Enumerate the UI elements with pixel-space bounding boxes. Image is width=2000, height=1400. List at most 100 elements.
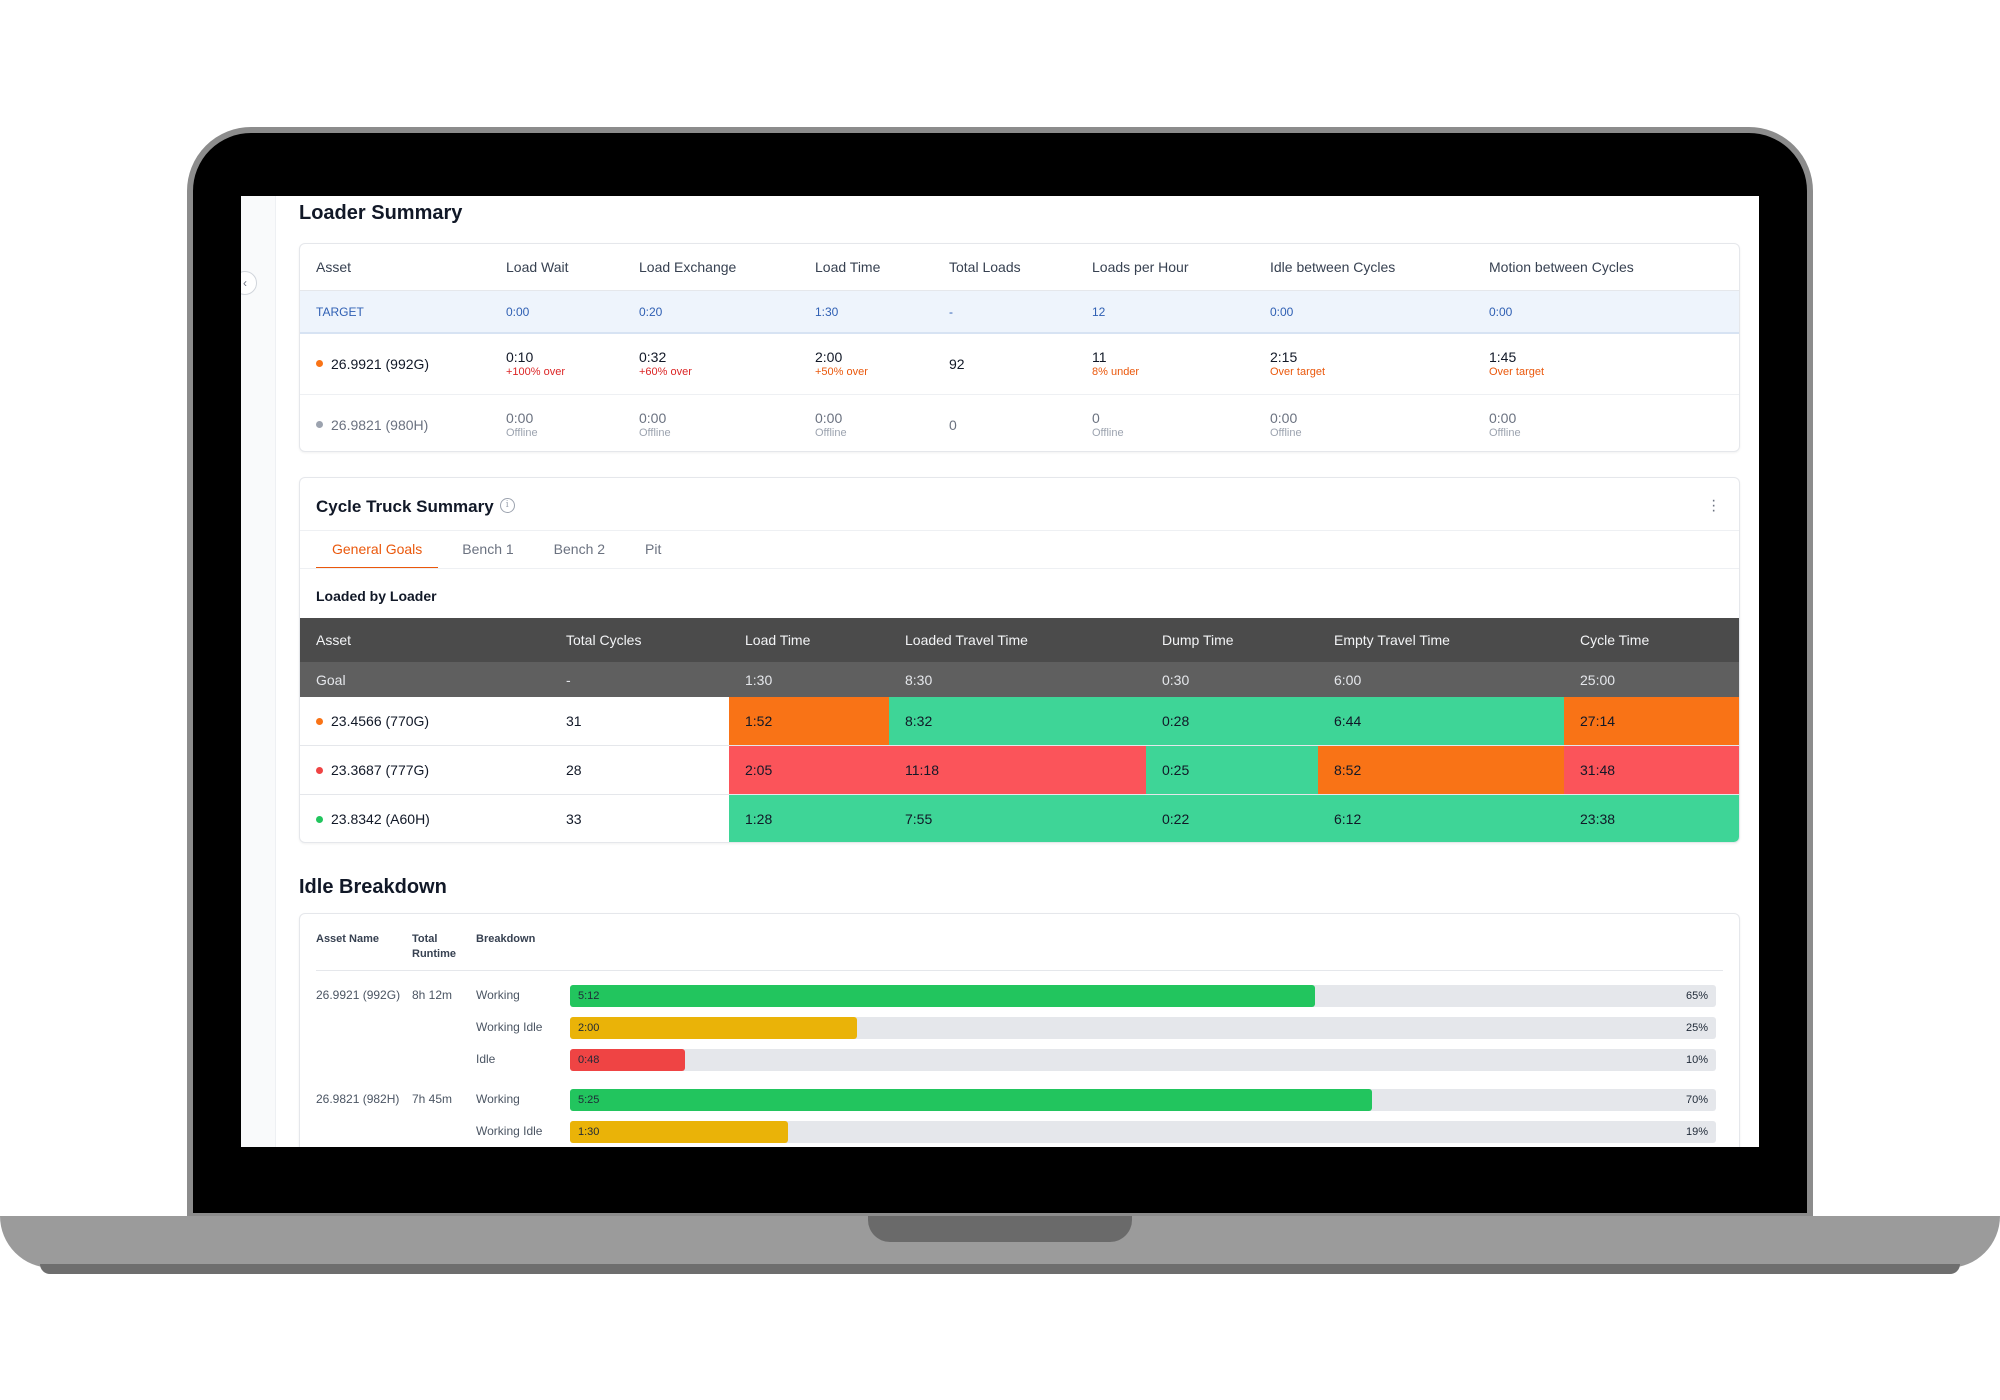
- metric-cell: 0:00 Offline: [506, 394, 639, 451]
- breakdown-label: Working: [476, 988, 520, 1002]
- metric-note: Offline: [506, 427, 538, 439]
- asset-cell: 23.4566 (770G): [300, 697, 550, 746]
- bar-time: 0:48: [578, 1054, 600, 1066]
- asset-cell: 26.9821 (980H): [300, 394, 506, 451]
- column-header: Loaded Travel Time: [889, 618, 1146, 662]
- column-header: Asset: [316, 259, 352, 275]
- breakdown-bar: 2:00 25%: [570, 1017, 1716, 1039]
- column-header: Load Wait: [506, 259, 569, 275]
- asset-name: 26.9821 (982H): [316, 1092, 400, 1106]
- metric-note: Offline: [1489, 427, 1521, 439]
- laptop-notch: [868, 1216, 1132, 1242]
- metric-cell: 0:00 Offline: [1270, 394, 1489, 451]
- column-header: Empty Travel Time: [1318, 618, 1564, 662]
- breakdown-bar-fill: 5:12: [570, 985, 1315, 1007]
- header-runtime-line-2: Runtime: [412, 948, 456, 960]
- loader-summary-card: Asset Load Wait Load Exchange Load Time …: [299, 243, 1740, 452]
- breakdown-bar-fill: 5:25: [570, 1089, 1373, 1111]
- column-header: Cycle Time: [1564, 618, 1739, 662]
- status-cell: 0:22: [1146, 794, 1318, 842]
- status-dot: [316, 766, 323, 774]
- metric-value: 11: [1092, 349, 1107, 365]
- asset-cell: 23.3687 (777G): [300, 745, 550, 795]
- goal-row: Goal - 1:30 8:30 0:30 6:00 25:00: [300, 662, 1739, 697]
- tab-bench-1[interactable]: Bench 1: [462, 541, 514, 557]
- metric-value: 2:15: [1270, 349, 1298, 365]
- asset-name: 23.3687 (777G): [331, 762, 430, 778]
- info-icon[interactable]: i: [499, 498, 515, 514]
- asset-name: 26.9921 (992G): [316, 988, 401, 1002]
- target-value: 0:00: [1489, 290, 1739, 334]
- screen: ‹ Loader Summary Asset Load Wait Load Ex…: [241, 196, 1759, 1147]
- bar-percent: 65%: [1685, 990, 1708, 1002]
- metric-value: 0:10: [506, 349, 534, 365]
- metric-note: 8% under: [1092, 366, 1140, 378]
- metric-cell: 2:15 Over target: [1270, 333, 1489, 395]
- column-header: Load Exchange: [639, 259, 737, 275]
- column-header: Load Time: [729, 618, 889, 662]
- metric-cell: 0:32 +60% over: [639, 333, 815, 395]
- breakdown-bar-fill: 0:48: [570, 1049, 685, 1071]
- metric-cell: 0: [949, 394, 1092, 451]
- laptop-base-shadow: [40, 1264, 1960, 1274]
- metric-value: 0: [1092, 410, 1100, 426]
- loader-summary-title: Loader Summary: [299, 202, 463, 224]
- breakdown-label: Working Idle: [476, 1020, 543, 1034]
- metric-note: Offline: [1092, 427, 1124, 439]
- table-row[interactable]: 23.3687 (777G) 28 2:05 11:18 0:25 8:52 3…: [300, 745, 1739, 795]
- metric-value: 0:00: [1270, 410, 1298, 426]
- target-value: 0:00: [1270, 290, 1489, 334]
- metric-note: Over target: [1489, 366, 1545, 378]
- status-cell: 31:48: [1564, 745, 1739, 795]
- status-cell: 11:18: [889, 745, 1146, 795]
- status-cell: 6:12: [1318, 794, 1564, 842]
- kebab-menu-icon[interactable]: · · ·: [1711, 492, 1717, 519]
- asset-runtime: 8h 12m: [412, 988, 453, 1002]
- column-header: Total Cycles: [550, 618, 729, 662]
- goal-cell: 1:30: [729, 662, 889, 697]
- metric-cell: 0 Offline: [1092, 394, 1270, 451]
- metric-note: +60% over: [639, 366, 692, 378]
- breakdown-bar-fill: 2:00: [570, 1017, 857, 1039]
- tab-pit[interactable]: Pit: [645, 541, 662, 557]
- breakdown-label: Working Idle: [476, 1124, 543, 1138]
- target-row: TARGET 0:00 0:20 1:30 - 12 0:00 0:00: [300, 290, 1739, 334]
- tab-general-goals[interactable]: General Goals: [316, 530, 439, 569]
- idle-breakdown-title: Idle Breakdown: [299, 876, 447, 898]
- status-cell: 2:05: [729, 745, 889, 795]
- target-value: 0:00: [506, 290, 639, 334]
- table-row[interactable]: 23.8342 (A60H) 33 1:28 7:55 0:22 6:12 23…: [300, 794, 1739, 842]
- breakdown-bar: 1:30 19%: [570, 1121, 1716, 1143]
- table-row[interactable]: 26.9921 (992G) 0:10 +100% over 0:32 +60% o…: [300, 333, 1739, 395]
- loader-header-row: Asset Load Wait Load Exchange Load Time …: [300, 244, 1739, 291]
- goal-cell: 8:30: [889, 662, 1146, 697]
- column-header: Motion between Cycles: [1489, 259, 1634, 275]
- asset-name: 23.8342 (A60H): [331, 811, 430, 827]
- cycle-truck-table: Asset Total Cycles Load Time Loaded Trav…: [300, 618, 1739, 842]
- column-header: Load Time: [815, 259, 881, 275]
- table-row[interactable]: 23.4566 (770G) 31 1:52 8:32 0:28 6:44 27…: [300, 697, 1739, 746]
- status-cell: 6:44: [1318, 697, 1564, 746]
- metric-value: 0: [949, 416, 957, 433]
- metric-cell: 11 8% under: [1092, 333, 1270, 395]
- metric-note: Over target: [1270, 366, 1326, 378]
- metric-note: Offline: [1270, 427, 1302, 439]
- target-value: -: [949, 290, 1092, 334]
- metric-value: 0:00: [1489, 410, 1517, 426]
- asset-cell: 23.8342 (A60H): [300, 794, 550, 842]
- status-cell: 8:52: [1318, 745, 1564, 795]
- tab-bench-2[interactable]: Bench 2: [553, 541, 606, 557]
- breakdown-bar-fill: 1:30: [570, 1121, 788, 1143]
- asset-cell: 26.9921 (992G): [300, 333, 506, 395]
- column-header: Asset: [300, 618, 550, 662]
- metric-value: 2:00: [815, 349, 843, 365]
- asset-name: 26.9821 (980H): [331, 416, 429, 433]
- bar-percent: 10%: [1685, 1054, 1708, 1066]
- metric-value: 0:32: [639, 349, 667, 365]
- metric-cell: 2:00 +50% over: [815, 333, 949, 395]
- metric-cell: 0:00 Offline: [815, 394, 949, 451]
- goal-cell: 6:00: [1318, 662, 1564, 697]
- bar-percent: 19%: [1685, 1126, 1708, 1138]
- target-label: TARGET: [300, 290, 506, 334]
- table-row[interactable]: 26.9821 (980H) 0:00 Offline 0:00 Offline 0…: [300, 394, 1739, 451]
